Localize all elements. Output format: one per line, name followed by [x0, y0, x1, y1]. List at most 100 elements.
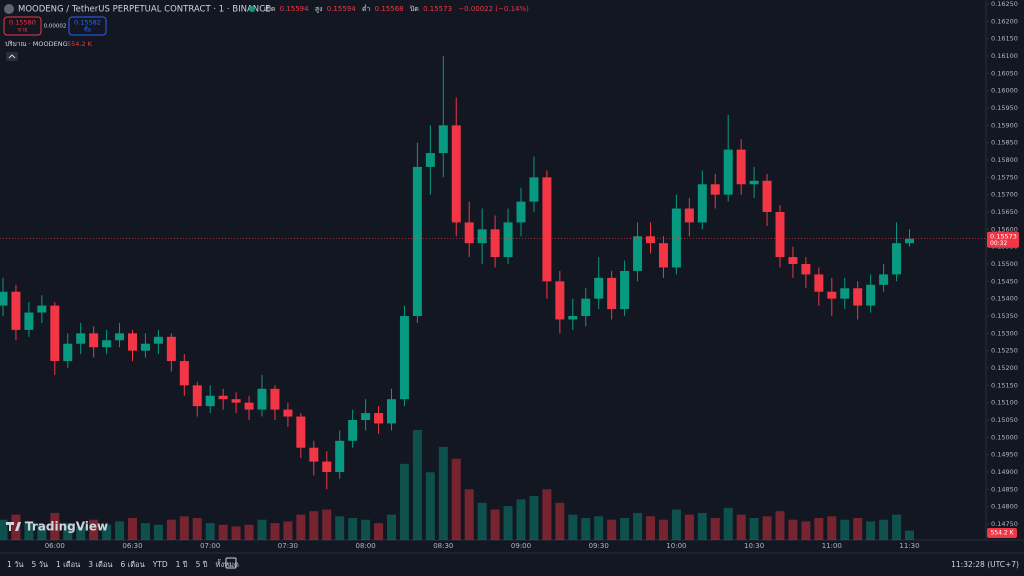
volume-value-label: 554.2 K [990, 530, 1014, 537]
candle-body [697, 184, 707, 223]
candle-body [270, 388, 280, 410]
volume-bar [283, 521, 293, 540]
volume-bar [775, 511, 785, 540]
y-tick-label: 0.15200 [991, 364, 1018, 372]
volume-bar [762, 516, 772, 540]
candle-body [24, 312, 34, 330]
y-tick-label: 0.14900 [991, 468, 1018, 476]
legend-key: เปิด [264, 5, 275, 13]
volume-bar [270, 523, 280, 540]
candle-body [840, 288, 850, 299]
y-tick-label: 0.16000 [991, 87, 1018, 95]
candle-body [671, 208, 681, 268]
y-tick-label: 0.15700 [991, 191, 1018, 199]
candle-body [762, 180, 772, 212]
y-tick-label: 0.15150 [991, 381, 1018, 389]
candle-body [801, 264, 811, 275]
x-tick-label: 09:00 [511, 542, 531, 550]
y-tick-label: 0.15800 [991, 156, 1018, 164]
range-button[interactable]: ทั้งหมด [216, 559, 239, 569]
candle-body [607, 277, 617, 310]
symbol-title[interactable]: MOODENG / TetherUS PERPETUAL CONTRACT · … [18, 5, 270, 15]
volume-bar [387, 514, 396, 540]
volume-bar [814, 518, 824, 540]
date-range-icon[interactable] [225, 557, 237, 569]
x-tick-label: 08:00 [356, 542, 376, 550]
volume-bar [37, 524, 47, 540]
y-tick-label: 0.15650 [991, 208, 1018, 216]
candle-body [425, 153, 435, 167]
volume-bar [736, 514, 746, 540]
candle-body [905, 238, 914, 244]
candle-body [335, 440, 345, 472]
y-tick-label: 0.15350 [991, 312, 1018, 320]
y-tick-label: 0.16050 [991, 69, 1018, 77]
candle-body [399, 316, 409, 400]
range-button[interactable]: 5 วัน [32, 560, 49, 569]
candle-body [76, 333, 86, 344]
volume-bar [684, 514, 694, 540]
volume-bar [192, 518, 202, 540]
range-button[interactable]: 5 ปี [196, 560, 208, 569]
volume-bar [633, 512, 643, 540]
range-button[interactable]: 1 วัน [7, 560, 24, 569]
volume-bar [671, 509, 681, 540]
status-dot [249, 6, 255, 12]
legend-key: ต่ำ [362, 4, 371, 13]
range-button[interactable]: 3 เดือน [88, 560, 112, 569]
candle-body [814, 274, 824, 292]
candle-body [736, 149, 746, 185]
range-button[interactable]: 1 ปี [176, 560, 188, 569]
y-tick-label: 0.15500 [991, 260, 1018, 268]
volume-bar [335, 516, 345, 540]
volume-bar [89, 519, 99, 540]
candle-body [477, 229, 487, 244]
volume-bar [607, 519, 617, 540]
last-price-label: 0.15573 [990, 233, 1017, 241]
range-button[interactable]: 1 เดือน [56, 560, 80, 569]
candle-body [658, 243, 668, 268]
volume-bar [102, 524, 112, 540]
volume-title: ปริมาณ · MOODENG [5, 40, 68, 48]
sell-label: ขาย [17, 28, 27, 34]
buy-button[interactable] [68, 16, 107, 36]
legend-change: −0.00022 (−0.14%) [458, 5, 529, 13]
range-button[interactable]: YTD [152, 560, 168, 569]
buy-label: ซื้อ [84, 26, 91, 34]
legend-key: สูง [315, 5, 323, 13]
volume-bar [205, 523, 215, 540]
sell-button[interactable] [3, 16, 42, 36]
x-tick-label: 08:30 [433, 542, 453, 550]
y-tick-label: 0.16250 [991, 0, 1018, 8]
candle-body [555, 281, 565, 320]
y-tick-label: 0.15900 [991, 121, 1018, 129]
volume-bar [309, 511, 319, 540]
candle-body [322, 461, 332, 472]
y-tick-label: 0.16150 [991, 35, 1018, 43]
candle-body [102, 340, 112, 348]
volume-bar [322, 509, 332, 540]
candle-body [620, 270, 630, 310]
range-button[interactable]: 6 เดือน [120, 560, 144, 569]
candle-body [309, 447, 319, 462]
logo-icon [6, 522, 21, 531]
volume-value-box [987, 528, 1017, 538]
candle-body [866, 284, 876, 306]
x-tick-label: 06:30 [122, 542, 142, 550]
legend-key: ปิด [410, 5, 419, 13]
volume-bar [866, 521, 876, 540]
legend-value: 0.15594 [327, 5, 356, 13]
volume-bar [697, 512, 707, 540]
volume-bar [218, 524, 228, 540]
candle-body [0, 291, 8, 306]
candle-body [231, 399, 241, 403]
x-tick-label: 11:30 [899, 542, 919, 550]
volume-bar [568, 514, 578, 540]
candle-body [646, 236, 655, 244]
candle-body [827, 291, 837, 299]
collapse-button[interactable] [6, 52, 18, 61]
candle-body [257, 388, 267, 410]
sell-price: 0.15580 [9, 19, 36, 27]
